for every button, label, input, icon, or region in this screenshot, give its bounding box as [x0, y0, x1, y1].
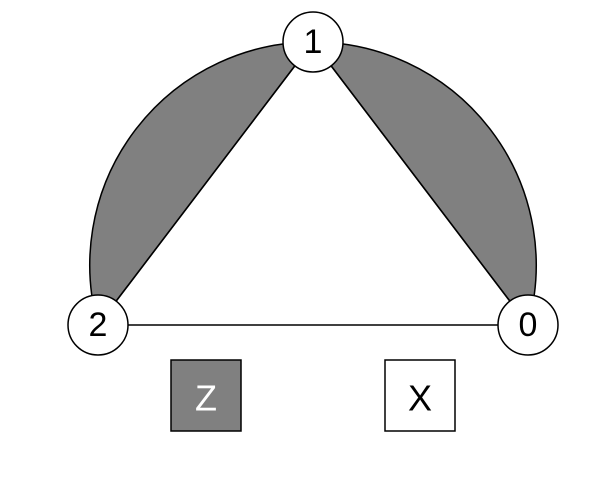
edge-1-2 [97, 41, 314, 326]
shaded-region-right [311, 41, 537, 327]
legend-x-box [384, 359, 456, 432]
legend-z: Z [170, 359, 242, 432]
legend-z-box [170, 359, 242, 432]
node-2-circle [67, 294, 129, 356]
node-0-label: 0 [519, 306, 538, 344]
node-2-label: 2 [89, 306, 108, 344]
legend-z-label: Z [195, 378, 217, 419]
legend-x-label: X [408, 378, 432, 419]
node-0: 0 [497, 294, 559, 356]
legend-x: X [384, 359, 456, 432]
node-1-circle [282, 11, 344, 73]
node-1-label: 1 [304, 23, 323, 61]
shaded-region-left [89, 41, 315, 327]
edge-1-0 [312, 41, 529, 326]
node-2: 2 [67, 294, 129, 356]
node-1: 1 [282, 11, 344, 73]
node-0-circle [497, 294, 559, 356]
